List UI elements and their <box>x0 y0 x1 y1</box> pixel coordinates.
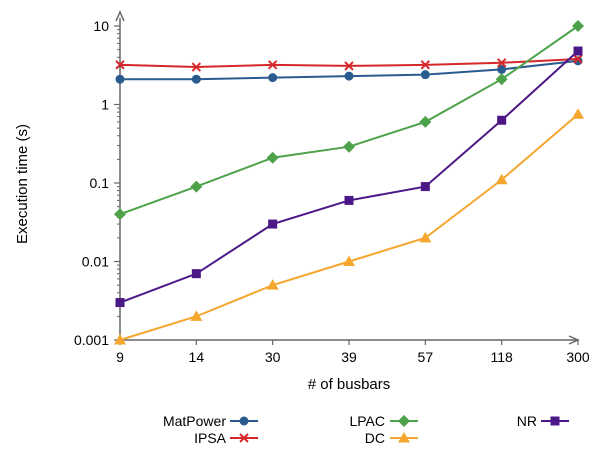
axes: 0.001 0.01 0.1 1 10 9 14 30 39 57 118 300 <box>74 10 590 365</box>
y-tick-label: 0.01 <box>82 254 109 270</box>
legend-item-matpower: MatPower <box>163 413 258 429</box>
legend-item-dc: DC <box>365 430 418 446</box>
data-point-ipsa <box>496 58 507 68</box>
legend-label-ipsa: IPSA <box>194 430 227 446</box>
data-point-ipsa <box>344 61 354 71</box>
x-tick-label: 118 <box>491 349 514 365</box>
data-point-nr <box>420 182 430 192</box>
legend-marker-nr <box>550 416 560 426</box>
y-tick-label: 10 <box>93 18 109 34</box>
legend-marker-matpower <box>239 416 249 426</box>
data-point-nr <box>268 219 278 229</box>
data-point-matpower <box>497 64 507 74</box>
x-axis-label: # of busbars <box>308 376 391 393</box>
data-point-ipsa <box>420 60 431 70</box>
data-point-ipsa <box>573 54 583 64</box>
data-point-nr <box>191 269 201 279</box>
x-tick-label: 30 <box>265 349 281 365</box>
data-point-ipsa <box>267 60 278 70</box>
data-point-matpower <box>344 71 354 81</box>
legend-label-nr: NR <box>517 413 537 429</box>
legend-item-lpac: LPAC <box>349 413 418 429</box>
data-point-dc <box>190 310 203 321</box>
legend-marker-ipsa <box>239 433 249 443</box>
data-point-dc <box>343 255 355 266</box>
data-point-lpac <box>495 73 508 86</box>
data-point-ipsa <box>115 60 125 70</box>
data-point-matpower <box>191 74 201 84</box>
data-point-dc <box>114 334 126 345</box>
y-tick-label: 0.1 <box>90 175 110 191</box>
legend-marker-lpac <box>398 415 410 427</box>
data-point-nr <box>573 46 583 56</box>
series-ipsa <box>115 54 583 72</box>
x-tick-label: 14 <box>189 349 205 365</box>
y-tick-label: 0.001 <box>74 332 109 348</box>
y-axis-arrow <box>115 10 125 22</box>
x-tick-label: 9 <box>116 349 124 365</box>
legend-label-lpac: LPAC <box>349 413 385 429</box>
data-point-matpower <box>115 74 125 84</box>
x-tick-label: 57 <box>418 349 434 365</box>
legend-marker-dc <box>398 432 410 443</box>
data-point-nr <box>344 195 354 205</box>
data-point-dc <box>495 173 508 185</box>
data-point-nr <box>115 298 125 308</box>
x-tick-label: 39 <box>341 349 357 365</box>
data-point-nr <box>497 115 507 125</box>
x-tick-label: 300 <box>566 349 590 365</box>
series-lpac <box>114 20 584 221</box>
data-point-lpac <box>266 151 279 164</box>
data-point-dc <box>419 231 432 243</box>
data-point-ipsa <box>191 62 202 72</box>
data-point-lpac <box>343 140 355 153</box>
y-tick-label: 1 <box>101 97 109 113</box>
data-point-dc <box>266 279 279 290</box>
series-nr <box>115 46 583 308</box>
plot-area <box>114 20 584 345</box>
series-line-lpac <box>119 25 579 216</box>
legend-item-ipsa: IPSA <box>194 430 258 446</box>
data-point-dc <box>572 108 584 119</box>
legend-label-dc: DC <box>365 430 385 446</box>
data-point-matpower <box>268 73 278 83</box>
legend-item-nr: NR <box>517 413 569 429</box>
series-dc <box>114 108 584 345</box>
series-matpower <box>115 56 583 84</box>
legend-label-matpower: MatPower <box>163 413 226 429</box>
data-point-matpower <box>420 70 430 80</box>
data-point-lpac <box>572 20 584 32</box>
data-point-lpac <box>114 208 126 221</box>
data-point-lpac <box>190 180 203 193</box>
y-axis-label: Execution time (s) <box>14 124 31 244</box>
data-point-lpac <box>419 115 432 128</box>
